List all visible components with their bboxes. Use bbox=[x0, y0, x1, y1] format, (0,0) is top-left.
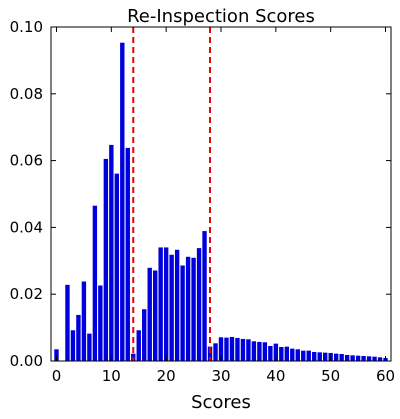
bar bbox=[279, 346, 284, 361]
bar bbox=[158, 247, 163, 361]
bar bbox=[372, 356, 377, 361]
bar bbox=[81, 281, 87, 361]
bar bbox=[246, 339, 251, 361]
bar bbox=[92, 205, 98, 361]
bar bbox=[350, 355, 355, 361]
chart-title: Re-Inspection Scores bbox=[127, 6, 315, 27]
y-tick-label: 0.10 bbox=[10, 18, 43, 36]
bar bbox=[224, 337, 229, 361]
bar bbox=[306, 350, 311, 361]
bar bbox=[136, 330, 141, 361]
bar bbox=[70, 330, 76, 361]
bar bbox=[185, 256, 191, 361]
bar bbox=[65, 284, 70, 361]
bar bbox=[125, 147, 130, 361]
bar bbox=[284, 346, 289, 361]
bar bbox=[103, 158, 109, 361]
reference-lines-group bbox=[132, 27, 212, 361]
bar bbox=[377, 357, 383, 361]
bar bbox=[290, 348, 295, 361]
x-tick-label: 0 bbox=[52, 367, 62, 385]
bar bbox=[169, 254, 174, 361]
bar bbox=[196, 248, 202, 361]
bar bbox=[109, 144, 114, 361]
bar bbox=[142, 309, 147, 361]
bar bbox=[174, 249, 180, 361]
bar bbox=[317, 352, 322, 361]
x-tick-label: 50 bbox=[321, 367, 340, 385]
bar bbox=[54, 349, 59, 361]
bar bbox=[339, 353, 344, 361]
bar bbox=[218, 337, 224, 361]
bar bbox=[147, 267, 152, 361]
y-tick-label: 0.06 bbox=[10, 152, 43, 170]
y-tick-label: 0.04 bbox=[10, 218, 43, 236]
bar bbox=[301, 350, 306, 361]
bar bbox=[87, 333, 92, 361]
bar bbox=[240, 338, 246, 361]
y-tick-label: 0.00 bbox=[10, 352, 43, 370]
bar bbox=[355, 355, 361, 361]
bar bbox=[98, 285, 103, 361]
bar bbox=[257, 341, 262, 361]
bar bbox=[262, 342, 268, 361]
bar bbox=[361, 355, 366, 361]
bar bbox=[153, 270, 158, 361]
bar bbox=[114, 173, 119, 361]
bar bbox=[344, 354, 350, 361]
y-tick-label: 0.02 bbox=[10, 285, 43, 303]
ticks-group: 0 10 20 30 40 50 60 0.00 0.02 0.04 0.06 0.08 0.10 bbox=[10, 18, 395, 385]
bar bbox=[163, 247, 169, 361]
bar bbox=[76, 314, 81, 361]
bar bbox=[235, 337, 240, 361]
x-axis-label: Scores bbox=[191, 392, 251, 413]
bar bbox=[180, 265, 185, 361]
bar bbox=[273, 343, 279, 361]
bar bbox=[295, 349, 300, 361]
x-tick-label: 60 bbox=[376, 367, 395, 385]
bar bbox=[251, 341, 257, 361]
x-tick-label: 40 bbox=[266, 367, 285, 385]
bar bbox=[268, 345, 273, 361]
bar bbox=[202, 231, 207, 361]
bar bbox=[120, 42, 125, 361]
bar bbox=[207, 346, 213, 361]
bar bbox=[333, 353, 339, 361]
x-tick-label: 10 bbox=[102, 367, 121, 385]
bar bbox=[366, 356, 372, 361]
bar bbox=[323, 352, 328, 361]
bars-group bbox=[54, 42, 388, 361]
bar bbox=[229, 336, 235, 361]
bar bbox=[312, 351, 317, 361]
bar bbox=[213, 343, 218, 361]
bar bbox=[191, 257, 196, 361]
y-tick-label: 0.08 bbox=[10, 85, 43, 103]
x-tick-label: 20 bbox=[157, 367, 176, 385]
x-tick-label: 30 bbox=[211, 367, 230, 385]
